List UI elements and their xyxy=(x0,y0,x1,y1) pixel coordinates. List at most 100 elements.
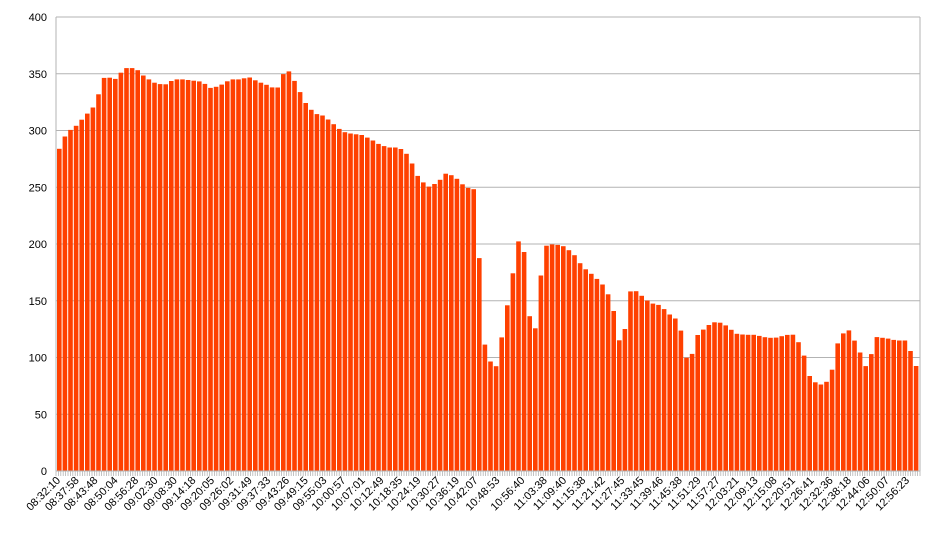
y-tick-label: 150 xyxy=(29,296,47,308)
bar xyxy=(488,361,493,471)
bars xyxy=(57,68,919,472)
bar xyxy=(841,333,846,471)
gridlines xyxy=(56,16,921,472)
y-tick-label: 100 xyxy=(29,353,47,365)
bar xyxy=(857,352,863,471)
bar xyxy=(376,143,381,471)
bar xyxy=(303,103,308,471)
bar xyxy=(723,325,728,471)
bar xyxy=(141,75,146,471)
bar xyxy=(835,343,840,471)
bar xyxy=(869,354,874,471)
bar xyxy=(544,245,549,471)
bar xyxy=(387,147,392,471)
bar xyxy=(874,337,880,471)
bar xyxy=(768,337,773,471)
bar xyxy=(712,322,717,471)
bar xyxy=(465,187,471,471)
y-axis: 0 50 100 150 200 250 300 350 400 xyxy=(29,12,57,478)
bar xyxy=(460,184,465,472)
bar xyxy=(409,163,415,471)
x-axis: 08:32:1008:37:5808:43:4808:50:0408:56:28… xyxy=(24,470,921,513)
y-tick-label: 0 xyxy=(41,466,47,478)
y-tick-label: 400 xyxy=(29,12,47,24)
bar xyxy=(381,146,387,471)
bar xyxy=(202,83,208,472)
bar xyxy=(297,92,303,471)
bar xyxy=(639,295,644,471)
bar xyxy=(353,134,359,472)
bar xyxy=(880,337,885,471)
bar xyxy=(107,77,112,471)
bar xyxy=(617,340,622,471)
bar xyxy=(449,175,454,471)
bar xyxy=(628,291,633,471)
bar xyxy=(454,178,460,472)
bar xyxy=(269,87,275,472)
bar xyxy=(124,68,129,471)
bar xyxy=(729,329,734,471)
bar xyxy=(779,336,784,471)
bar xyxy=(561,246,566,471)
bar xyxy=(113,78,118,472)
bar xyxy=(505,305,510,471)
bar xyxy=(527,316,532,471)
bar xyxy=(437,179,443,472)
bar xyxy=(572,255,577,471)
y-tick-label: 300 xyxy=(29,126,47,138)
bar xyxy=(253,80,258,472)
bar xyxy=(600,284,605,471)
bar xyxy=(247,77,252,471)
bar xyxy=(897,340,902,471)
bar xyxy=(757,335,762,471)
bar xyxy=(68,129,73,471)
bar xyxy=(236,79,241,472)
bar xyxy=(185,80,191,471)
bar xyxy=(499,337,504,471)
bar xyxy=(219,84,224,471)
bar xyxy=(745,334,751,471)
bar xyxy=(342,132,348,471)
bar xyxy=(824,381,829,471)
bar xyxy=(913,366,919,471)
bar xyxy=(549,244,555,471)
bar xyxy=(818,384,824,471)
bar xyxy=(320,115,325,471)
bar xyxy=(740,334,745,471)
bar xyxy=(813,382,818,471)
bar xyxy=(477,258,482,471)
bar xyxy=(605,294,611,471)
bar xyxy=(589,273,594,471)
bar xyxy=(62,136,68,471)
bar xyxy=(673,318,678,471)
bar xyxy=(482,344,488,471)
bar xyxy=(566,250,572,471)
bar xyxy=(281,74,286,471)
bar xyxy=(398,149,404,471)
bar xyxy=(891,339,896,471)
bar xyxy=(863,366,868,471)
bar xyxy=(241,78,247,472)
bar xyxy=(650,303,656,471)
bar xyxy=(796,342,801,471)
bar xyxy=(118,72,124,471)
bar xyxy=(493,366,499,471)
bar xyxy=(908,351,913,471)
bar xyxy=(90,107,96,471)
bar xyxy=(191,80,196,471)
bar xyxy=(555,244,560,471)
bar xyxy=(510,273,516,471)
y-tick-label: 50 xyxy=(35,409,47,421)
bar xyxy=(152,82,157,471)
bar xyxy=(846,330,852,471)
bar xyxy=(85,113,90,471)
bar xyxy=(208,87,213,472)
bar xyxy=(337,128,342,471)
bar xyxy=(751,334,756,471)
bar xyxy=(146,79,152,472)
bar xyxy=(230,79,236,472)
bar xyxy=(57,148,62,472)
bar xyxy=(174,79,180,472)
bar xyxy=(180,79,185,472)
bar xyxy=(695,335,700,471)
